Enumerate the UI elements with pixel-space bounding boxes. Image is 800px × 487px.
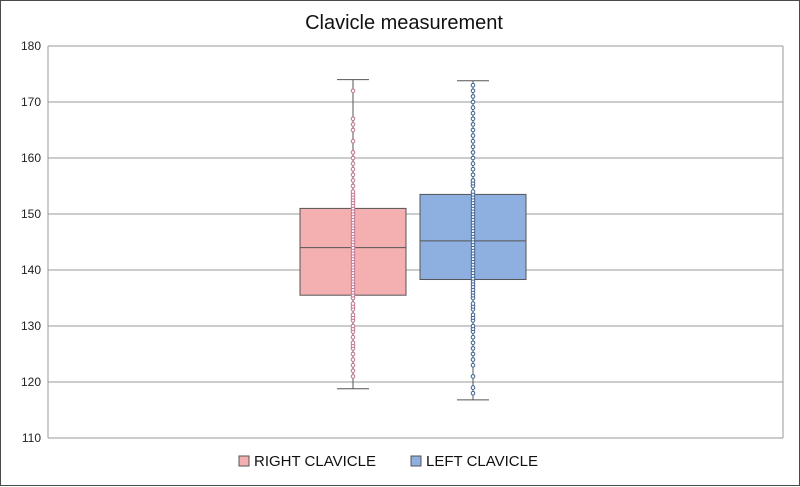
data-point [470,94,476,99]
data-point [470,374,476,379]
data-point [350,368,356,374]
legend: RIGHT CLAVICLE LEFT CLAVICLE [238,453,538,470]
data-point [350,323,356,329]
data-point [470,301,476,306]
data-point [350,150,356,155]
data-point [470,346,476,351]
data-point [470,351,476,357]
y-tick-label: 110 [22,431,41,445]
data-point [470,138,476,144]
y-tick-label: 130 [21,319,41,333]
data-point [470,312,476,318]
data-point [470,116,476,122]
data-point [470,110,476,116]
data-point [470,323,476,329]
y-tick-label: 150 [21,207,41,221]
grid [47,45,784,439]
data-point [350,166,356,172]
data-point [350,127,356,133]
data-point [470,127,476,133]
legend-swatch [238,455,250,467]
data-point [350,122,356,127]
boxes [299,79,527,401]
legend-label: RIGHT CLAVICLE [254,453,376,470]
data-point [470,178,476,183]
box-left-clavicle [419,80,527,401]
data-point [470,334,476,340]
data-point [350,161,356,166]
chart-title: Clavicle measurement [305,12,503,34]
data-point [470,88,476,94]
data-point [350,357,356,362]
y-tick-label: 180 [21,39,41,53]
data-point [470,385,476,390]
data-point [350,183,356,189]
data-point [350,178,356,183]
y-axis-ticks: 110 120 130 140 150 160 170 180 [21,39,41,445]
data-point [470,161,476,166]
data-point [470,166,476,172]
y-tick-label: 140 [21,263,41,277]
data-point [350,374,356,379]
y-tick-label: 160 [21,151,41,165]
data-point [350,312,356,318]
box-right-clavicle [299,79,407,390]
data-point [470,150,476,155]
data-point [470,189,476,194]
data-point [350,172,356,178]
data-point [470,82,476,88]
legend-swatch [410,455,422,467]
data-point [470,144,476,150]
data-point [350,138,356,144]
data-point [350,301,356,306]
data-point [350,155,356,161]
data-point [470,105,476,110]
data-point [470,99,476,105]
data-point [350,116,356,122]
data-point [470,357,476,362]
data-point [470,390,476,396]
data-point [350,88,356,94]
y-tick-label: 170 [21,95,41,109]
legend-label: LEFT CLAVICLE [426,453,538,470]
data-point [470,155,476,161]
data-point [470,340,476,346]
y-tick-label: 120 [21,375,41,389]
data-point [470,172,476,178]
data-point [350,351,356,357]
data-point [350,362,356,368]
data-point [350,340,356,346]
data-point [350,189,356,194]
data-point [470,122,476,127]
data-point [470,362,476,368]
data-point [470,133,476,138]
data-point [350,334,356,340]
